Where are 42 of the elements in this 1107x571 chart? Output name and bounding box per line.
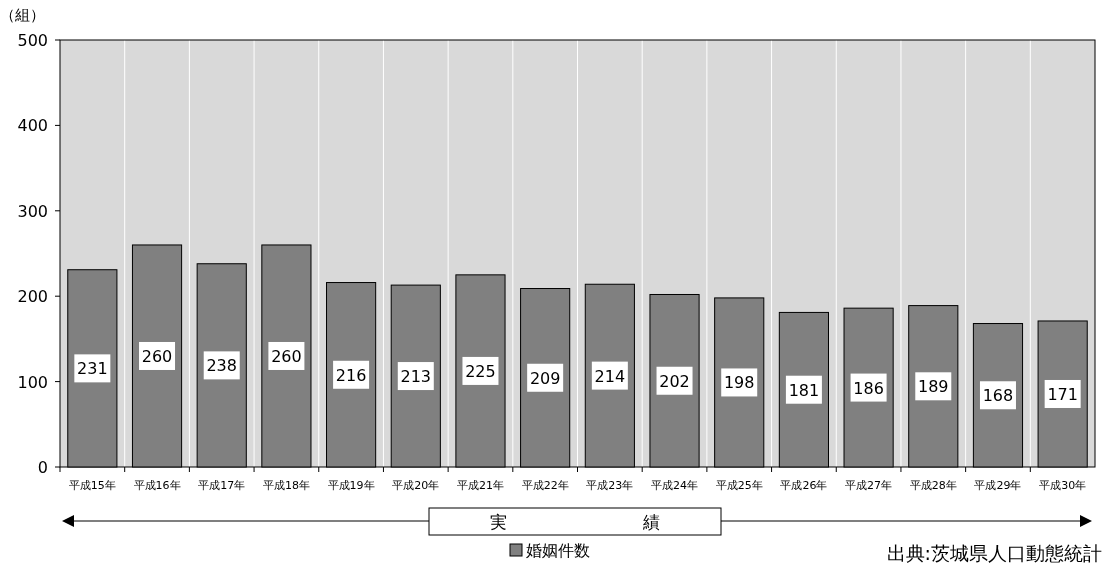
- x-tick-label: 平成24年: [651, 479, 699, 492]
- source-note: 出典:茨城県人口動態統計: [886, 542, 1102, 564]
- x-tick-label: 平成21年: [456, 479, 504, 492]
- x-tick-label: 平成30年: [1039, 479, 1087, 492]
- x-tick-label: 平成23年: [586, 479, 634, 492]
- data-label: 186: [853, 378, 884, 398]
- x-tick-label: 平成15年: [68, 479, 116, 492]
- data-label: 198: [723, 373, 755, 393]
- y-tick-label: 300: [17, 201, 48, 221]
- data-label: 213: [400, 367, 432, 387]
- y-tick-label: 0: [37, 458, 48, 477]
- data-label: 231: [77, 359, 108, 379]
- data-label: 225: [465, 361, 496, 381]
- x-tick-label: 平成27年: [845, 479, 893, 492]
- legend-label: 婚姻件数: [526, 541, 590, 560]
- data-label: 189: [918, 377, 949, 397]
- x-tick-label: 平成28年: [909, 479, 957, 492]
- data-label: 238: [206, 356, 237, 376]
- data-label: 260: [141, 346, 173, 366]
- y-tick-label: 500: [17, 31, 48, 50]
- data-label: 181: [788, 380, 820, 400]
- data-label: 209: [529, 368, 561, 388]
- data-label: 171: [1047, 384, 1078, 404]
- x-tick-label: 平成29年: [974, 479, 1022, 492]
- x-tick-label: 平成25年: [715, 479, 763, 492]
- x-tick-label: 平成16年: [133, 479, 181, 492]
- data-label: 260: [271, 346, 302, 366]
- x-tick-label: 平成22年: [521, 479, 569, 492]
- data-label: 168: [982, 386, 1014, 406]
- data-label: 216: [335, 365, 367, 385]
- text: 実 績: [490, 512, 660, 532]
- y-axis-title: （組）: [0, 6, 45, 24]
- y-tick-label: 400: [17, 116, 48, 136]
- y-tick-label: 200: [17, 287, 48, 307]
- x-tick-label: 平成17年: [198, 479, 246, 492]
- x-tick-label: 平成18年: [262, 479, 310, 492]
- x-tick-label: 平成26年: [780, 479, 828, 492]
- y-tick-label: 100: [17, 372, 48, 392]
- x-tick-label: 平成19年: [327, 479, 375, 492]
- x-tick-label: 平成20年: [392, 479, 440, 492]
- data-label: 202: [659, 371, 690, 391]
- data-label: 214: [594, 366, 626, 386]
